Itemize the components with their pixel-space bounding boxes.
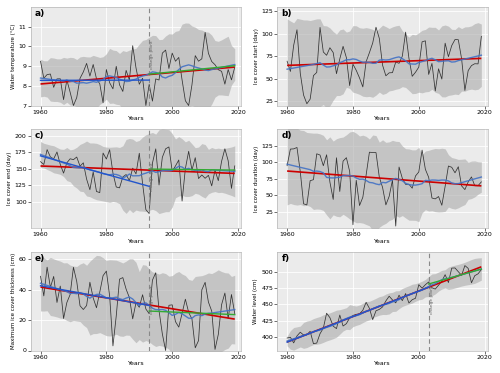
Y-axis label: Water level (cm): Water level (cm) — [254, 278, 258, 324]
Y-axis label: Ice cover duration (day): Ice cover duration (day) — [254, 145, 258, 212]
X-axis label: Years: Years — [374, 239, 391, 244]
Y-axis label: Ice cover end (day): Ice cover end (day) — [7, 152, 12, 206]
Y-axis label: Water temperature (°C): Water temperature (°C) — [11, 23, 16, 89]
X-axis label: Years: Years — [128, 239, 144, 244]
Text: change point: change point — [150, 285, 154, 314]
X-axis label: Years: Years — [128, 361, 144, 366]
X-axis label: Years: Years — [374, 116, 391, 121]
Text: change point: change point — [430, 285, 434, 314]
X-axis label: Years: Years — [128, 116, 144, 121]
Text: change point: change point — [150, 162, 154, 191]
Text: a): a) — [35, 9, 45, 18]
Text: e): e) — [35, 254, 45, 263]
Text: c): c) — [35, 131, 44, 140]
Text: b): b) — [282, 9, 292, 18]
Y-axis label: Ice cover start (day): Ice cover start (day) — [254, 28, 258, 84]
Text: d): d) — [282, 131, 292, 140]
Text: f): f) — [282, 254, 290, 263]
Y-axis label: Maximum ice cover thickness (cm): Maximum ice cover thickness (cm) — [11, 253, 16, 350]
X-axis label: Years: Years — [374, 361, 391, 366]
Text: change point: change point — [150, 40, 154, 69]
